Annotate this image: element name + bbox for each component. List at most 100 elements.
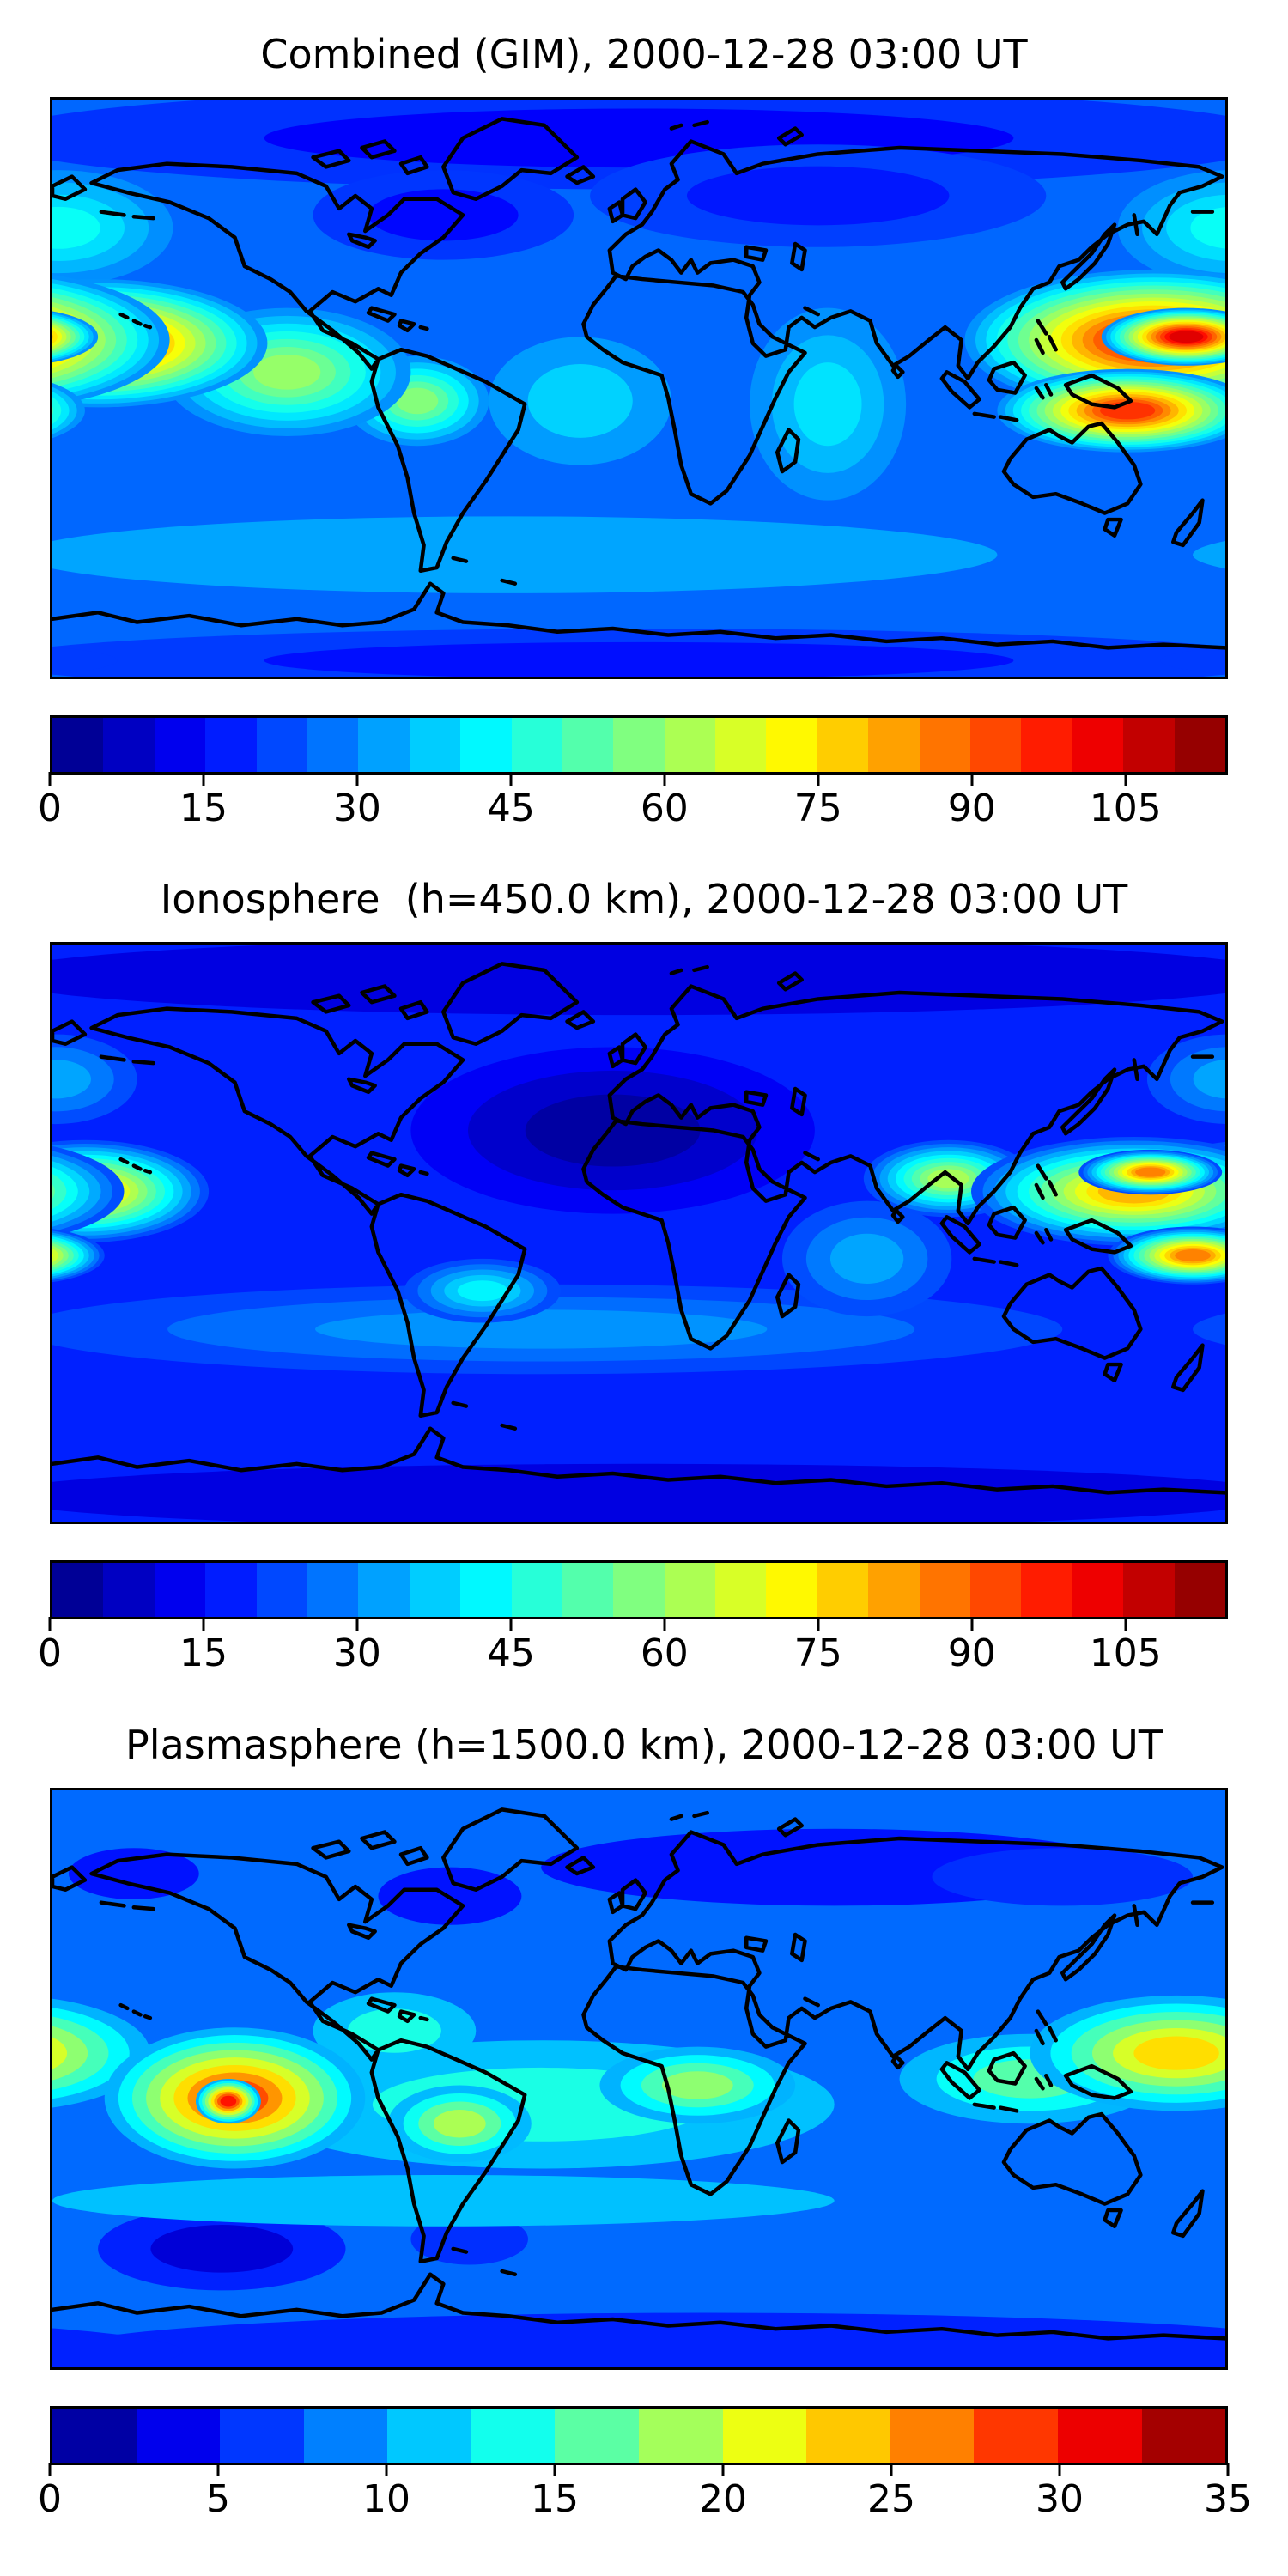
colorbar-segment	[358, 718, 410, 772]
colorbar-segment	[664, 1563, 716, 1617]
contour-band-melanesia-orange-core	[52, 1249, 58, 1263]
colorbar-segment	[562, 718, 614, 772]
contour-band-south-midlat-band	[52, 2175, 835, 2227]
colorbar-segment	[1057, 2409, 1142, 2463]
contour-band-nw-pacific-cyan	[1190, 207, 1225, 249]
colorbar-segment	[303, 2409, 388, 2463]
colorbar-tick-label: 90	[947, 1631, 996, 1675]
colorbar-segment	[639, 2409, 723, 2463]
contour-band-west-pacific-yellow	[1133, 2036, 1219, 2070]
contour-band-polar-low-band-north	[52, 945, 1225, 1016]
colorbar-segment	[460, 718, 512, 772]
contour-band-pacific-orange-core	[220, 2095, 237, 2107]
colorbar-tick-label: 30	[332, 1631, 381, 1675]
colorbar-segment	[1123, 718, 1175, 772]
colorbar-tick-mark	[48, 1617, 52, 1631]
contour-band-south-midlat-cyan-band	[1193, 541, 1225, 569]
contour-band-seasia-yellow-band	[52, 1184, 55, 1199]
colorbar-segment	[409, 718, 461, 772]
colorbar-segment	[220, 2409, 304, 2463]
contour-band-south-midlat-cyan-band	[52, 516, 998, 593]
colorbar-segment	[806, 2409, 890, 2463]
colorbar-tick-label: 25	[867, 2477, 915, 2521]
contour-band-dateline-north-low	[932, 1848, 1194, 1906]
colorbar-segment	[1141, 2409, 1226, 2463]
colorbar-segment	[409, 1563, 461, 1617]
contour-band-indian-ocean-cyan	[793, 362, 862, 447]
contour-band-africa-green	[661, 2071, 733, 2099]
colorbar-segment	[511, 1563, 562, 1617]
contour-band-melanesia-orange-core	[52, 1253, 53, 1258]
colorbar-tick-mark	[48, 2463, 52, 2476]
contour-band-nw-pacific-cyan	[52, 1060, 91, 1099]
colorbar-tick-label: 90	[947, 787, 996, 830]
contour-band-arctic-low-band	[52, 115, 118, 161]
contour-band-melanesia-orange-core	[1175, 1249, 1211, 1262]
colorbar-tick-label: 10	[362, 2477, 410, 2521]
colorbar-segment	[205, 718, 257, 772]
coastlines	[52, 117, 1225, 650]
colorbar-tick-mark	[817, 772, 820, 786]
colorbar-tick-label: 105	[1089, 1631, 1162, 1675]
contour-band-antarctic-low-band	[52, 647, 118, 675]
contour-band-seasia-yellow-band	[52, 1174, 67, 1209]
colorbar-tick-label: 60	[640, 787, 689, 830]
colorbar-tick-mark	[48, 772, 52, 786]
contour-band-alaska-low	[68, 1848, 199, 1899]
colorbar-ticks: 0 15 30 45 60 75 90 105	[38, 1617, 1228, 1694]
contour-map-canvas	[52, 100, 1225, 677]
colorbar-segment	[868, 1563, 920, 1617]
colorbar-segment	[555, 2409, 640, 2463]
colorbar-segment	[1072, 718, 1124, 772]
colorbar-tick-mark	[1226, 2463, 1230, 2476]
colorbar-tick-label: 30	[332, 787, 381, 830]
contour-band-atlantic-equator-cyan	[527, 364, 633, 438]
contour-band-south-america-green	[457, 1280, 508, 1302]
colorbar-segment	[154, 718, 206, 772]
colorbar-segment	[1072, 1563, 1124, 1617]
colorbar	[50, 715, 1228, 775]
colorbar-segment	[471, 2409, 556, 2463]
contour-band-se-pacific-deep-low	[150, 2225, 294, 2273]
contour-band-arctic-low-band	[1160, 115, 1225, 161]
panel-combined-gim: Combined (GIM), 2000-12-28 03:00 UT 0 15 3…	[0, 0, 1288, 845]
colorbar-segment	[256, 1563, 307, 1617]
colorbar-tick-label: 5	[206, 2477, 230, 2521]
colorbar-tick-mark	[817, 1617, 820, 1631]
colorbar-tick-mark	[1124, 1617, 1127, 1631]
colorbar-tick-label: 105	[1089, 787, 1162, 830]
colorbar-segment	[1021, 718, 1072, 772]
colorbar-tick-label: 35	[1204, 2477, 1252, 2521]
coastlines	[52, 962, 1225, 1495]
contour-band-south-midlat-cyan-band	[1193, 1313, 1225, 1346]
colorbar-segment	[154, 1563, 206, 1617]
colorbar-ticks: 0 15 30 45 60 75 90 105	[38, 772, 1228, 849]
world-map-ionosphere	[50, 942, 1228, 1524]
colorbar-segment	[722, 2409, 807, 2463]
coastlines	[52, 1807, 1225, 2341]
colorbar-segment	[387, 2409, 471, 2463]
colorbar-segment	[1021, 1563, 1072, 1617]
colorbar-segment	[205, 1563, 257, 1617]
colorbar-segment	[52, 718, 104, 772]
colorbar-tick-mark	[355, 772, 359, 786]
colorbar-tick-label: 45	[486, 787, 535, 830]
contour-band-caribbean-cyan	[347, 2008, 441, 2053]
contour-map-canvas	[52, 1790, 1225, 2367]
contour-band-antarctic-low-band	[52, 2312, 1225, 2367]
colorbar-segment	[919, 718, 971, 772]
colorbar-tick-mark	[509, 772, 513, 786]
colorbar-tick-label: 30	[1036, 2477, 1084, 2521]
colorbar-segment	[817, 718, 869, 772]
panel-title: Ionosphere (h=450.0 km), 2000-12-28 03:0…	[160, 876, 1128, 922]
colorbar-segment	[103, 1563, 155, 1617]
colorbar-tick-label: 15	[179, 787, 228, 830]
colorbar-tick-mark	[721, 2463, 725, 2476]
colorbar-segment	[766, 718, 817, 772]
colorbar-segment	[715, 718, 767, 772]
panel-title: Combined (GIM), 2000-12-28 03:00 UT	[260, 31, 1028, 77]
colorbar-tick-label: 0	[38, 2477, 62, 2521]
colorbar-tick-mark	[509, 1617, 513, 1631]
colorbar	[50, 1560, 1228, 1619]
colorbar-tick-mark	[202, 1617, 205, 1631]
